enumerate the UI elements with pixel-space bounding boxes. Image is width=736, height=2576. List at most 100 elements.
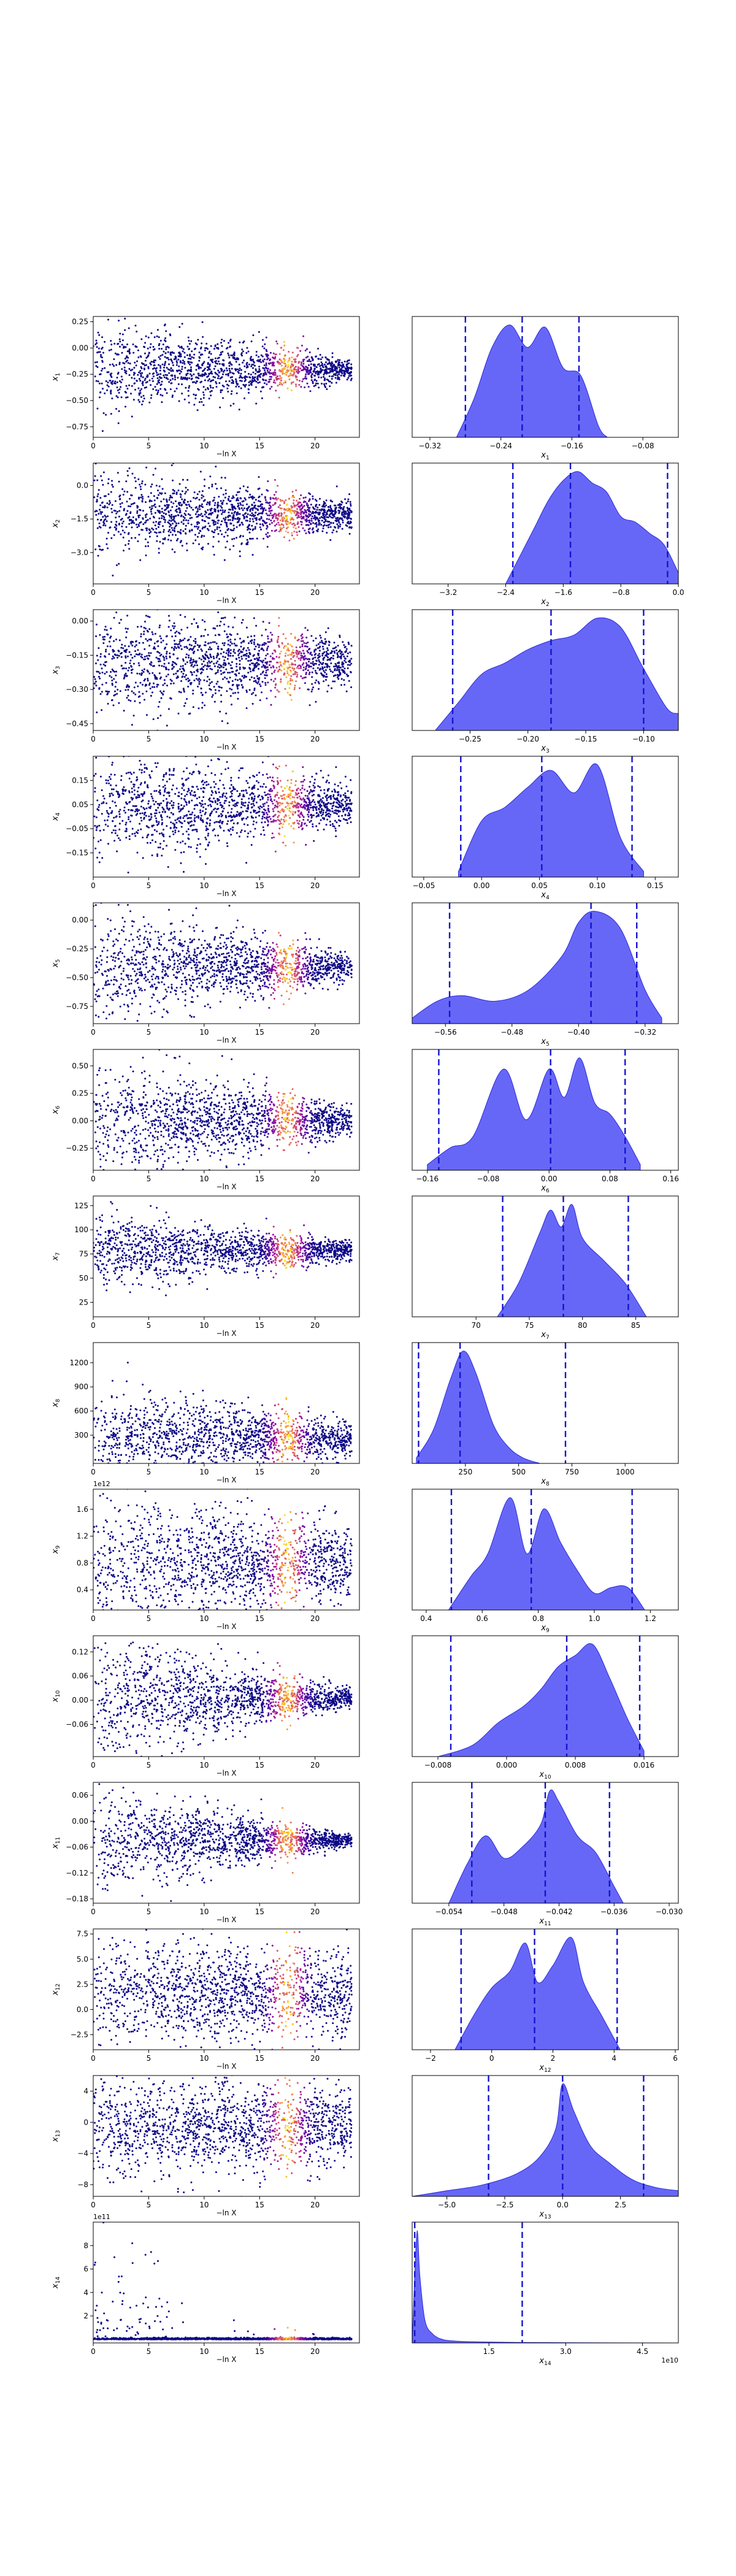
scatter-point — [104, 629, 106, 631]
scatter-point — [228, 365, 231, 367]
scatter-point — [208, 684, 210, 686]
scatter-point — [258, 678, 260, 681]
scatter-point — [207, 529, 210, 531]
x-axis-label: x2 — [540, 597, 549, 608]
scatter-point — [190, 644, 193, 646]
scatter-point — [115, 681, 117, 683]
scatter-point — [275, 656, 278, 658]
scatter-point — [126, 631, 128, 633]
scatter-point — [120, 664, 123, 667]
y-tick-label: −3.0 — [71, 548, 88, 557]
scatter-point — [269, 510, 272, 512]
scatter-point — [279, 661, 282, 664]
scatter-point — [155, 467, 156, 470]
scatter-point — [98, 687, 101, 689]
scatter-point — [192, 665, 194, 668]
scatter-point — [305, 369, 308, 372]
scatter-point — [328, 815, 330, 818]
scatter-point — [209, 653, 212, 656]
scatter-point — [110, 627, 112, 630]
scatter-point — [147, 375, 149, 377]
scatter-point — [296, 639, 299, 642]
scatter-point — [310, 379, 313, 381]
scatter-point — [339, 653, 342, 655]
scatter-point — [141, 362, 143, 364]
scatter-point — [306, 360, 309, 362]
scatter-point — [272, 504, 274, 507]
scatter-point — [257, 359, 259, 361]
scatter-point — [99, 677, 101, 680]
scatter-point — [238, 652, 240, 654]
scatter-point — [188, 386, 190, 389]
scatter-point — [187, 513, 190, 515]
scatter-point — [290, 365, 293, 367]
scatter-point — [253, 648, 256, 650]
scatter-point — [306, 658, 309, 661]
scatter-point — [277, 514, 280, 516]
scatter-point — [188, 377, 191, 380]
scatter-point — [173, 622, 175, 624]
scatter-point — [144, 656, 146, 658]
scatter-point — [137, 387, 140, 389]
scatter-point — [96, 518, 99, 521]
scatter-point — [220, 617, 223, 619]
scatter-point — [98, 675, 100, 678]
scatter-point — [221, 339, 223, 341]
scatter-point — [319, 517, 321, 519]
scatter-point — [115, 408, 117, 410]
scatter-point — [331, 823, 334, 825]
scatter-point — [129, 641, 132, 643]
scatter-point — [200, 658, 202, 661]
scatter-point — [147, 336, 150, 339]
scatter-point — [316, 508, 318, 511]
scatter-point — [297, 505, 300, 508]
scatter-point — [110, 676, 113, 678]
scatter-point — [159, 358, 161, 360]
scatter-point — [158, 551, 160, 554]
scatter-point — [178, 400, 180, 402]
scatter-point — [308, 521, 310, 524]
scatter-point — [100, 356, 102, 358]
scatter-point — [191, 673, 193, 676]
scatter-point — [347, 664, 349, 666]
scatter-point — [314, 656, 316, 659]
scatter-point — [299, 516, 301, 518]
scatter-point — [217, 669, 219, 672]
scatter-point — [347, 359, 349, 362]
scatter-point — [339, 523, 342, 526]
scatter-point — [175, 663, 177, 665]
scatter-point — [330, 521, 332, 524]
scatter-point — [209, 662, 211, 664]
scatter-point — [222, 493, 224, 496]
scatter-point — [215, 382, 218, 385]
scatter-point — [248, 388, 250, 391]
scatter-point — [183, 361, 185, 363]
x-tick-label: 5 — [147, 442, 151, 450]
scatter-point — [256, 675, 258, 677]
scatter-point — [121, 518, 123, 520]
scatter-point — [155, 506, 157, 508]
scatter-point — [240, 372, 242, 375]
scatter-point — [115, 638, 117, 641]
scatter-point — [347, 642, 350, 644]
scatter-point — [237, 650, 239, 652]
scatter-point — [239, 659, 241, 662]
scatter-point — [94, 475, 96, 477]
scatter-point — [302, 819, 305, 821]
scatter-point — [118, 702, 120, 704]
scatter-point — [261, 355, 264, 358]
scatter-point — [253, 669, 255, 672]
scatter-point — [287, 654, 289, 656]
scatter-point — [127, 694, 129, 697]
scatter-point — [113, 365, 115, 367]
scatter-point — [269, 351, 272, 354]
scatter-point — [231, 688, 233, 691]
scatter-point — [251, 703, 254, 705]
x-tick-label: 15 — [255, 735, 264, 743]
scatter-point — [285, 499, 287, 501]
scatter-point — [197, 367, 200, 369]
scatter-point — [322, 662, 324, 664]
scatter-point — [217, 519, 220, 522]
scatter-point — [207, 509, 209, 511]
